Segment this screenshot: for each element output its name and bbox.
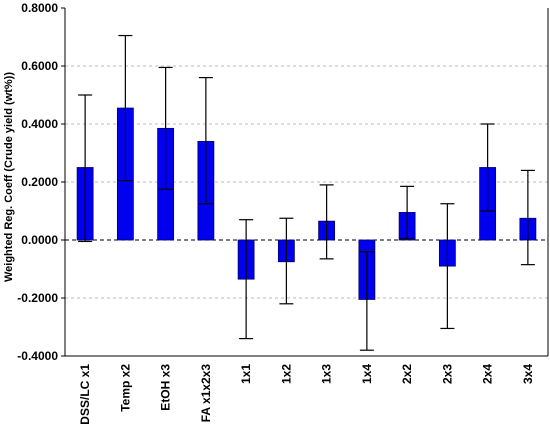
x-tick-label: 2x4 (481, 364, 495, 384)
y-tick-label: -0.2000 (17, 291, 58, 305)
x-tick-label: 1x1 (239, 364, 253, 384)
y-tick-label: 0.4000 (21, 117, 58, 131)
x-tick-label: 2x3 (440, 364, 454, 384)
x-tick-label: FA x1x2x3 (199, 364, 213, 423)
y-tick-label: 0.0000 (21, 233, 58, 247)
x-tick-label: 3x4 (521, 364, 535, 384)
x-tick-label: Temp x2 (118, 364, 132, 412)
x-tick-label: 1x4 (360, 364, 374, 384)
y-tick-label: 0.2000 (21, 175, 58, 189)
x-tick-label: 2x2 (400, 364, 414, 384)
error-bars (78, 34, 535, 351)
x-tick-label: 1x2 (279, 364, 293, 384)
y-tick-label: 0.6000 (21, 59, 58, 73)
x-tick-label: 1x3 (320, 364, 334, 384)
x-tick-labels: DSS/LC x1 Temp x2 EtOH x3 FA x1x2x3 1x1 1x2 1x… (78, 364, 535, 425)
x-tick-label: EtOH x3 (159, 364, 173, 411)
y-tick-label: -0.4000 (17, 349, 58, 363)
y-tick-label: 0.8000 (21, 1, 58, 15)
y-axis-title: Weighted Reg. Coeff (Crude yield (wt%)) (3, 72, 15, 282)
gridlines (65, 65, 548, 299)
y-tick-labels: 0.8000 0.6000 0.4000 0.2000 0.0000 -0.2000 -0.… (17, 1, 58, 363)
x-tick-label: DSS/LC x1 (78, 364, 92, 425)
axes (61, 7, 549, 357)
bars (76, 107, 537, 300)
